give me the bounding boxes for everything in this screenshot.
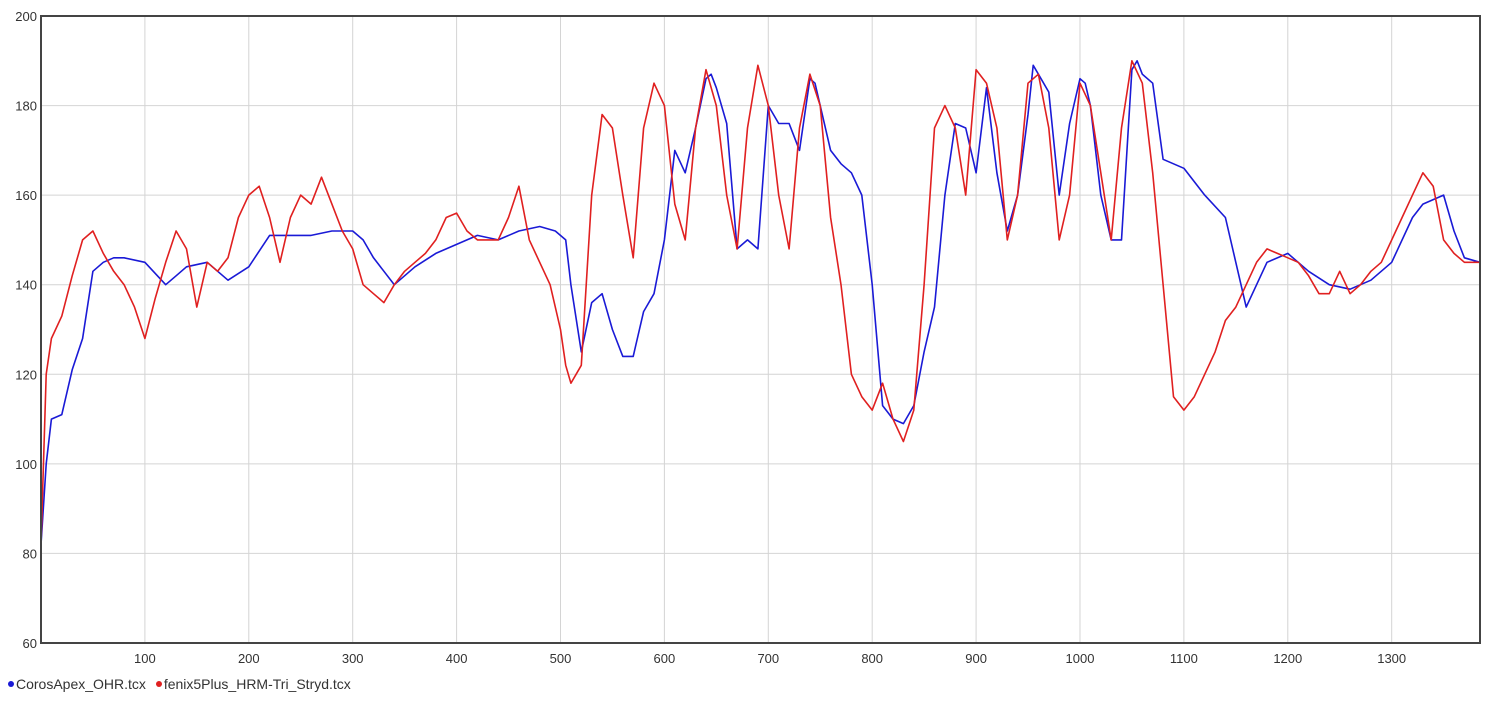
y-tick-label-140: 140 [15,278,37,293]
legend-label-fenix: fenix5Plus_HRM-Tri_Stryd.tcx [163,676,351,692]
series-lines [40,59,1481,545]
series-line-1 [40,59,1480,545]
legend-dot-fenix [155,681,162,688]
tick-labels: 100 200 300 400 500 600 700 800 900 1000 1100 1200 1… [15,9,1406,666]
plot-frame [40,15,1481,644]
x-tick-label-900: 900 [965,651,987,666]
y-tick-label-180: 180 [15,99,37,114]
series-line-0 [40,59,1481,545]
y-tick-label-160: 160 [15,188,37,203]
x-tick-label-1200: 1200 [1273,651,1302,666]
grid-lines [41,16,1480,643]
legend-dot-coros [8,681,14,688]
legend-label-coros: CorosApex_OHR.tcx [16,676,146,692]
x-tick-label-1300: 1300 [1377,651,1406,666]
legend-item-coros: CorosApex_OHR.tcx [8,676,146,692]
x-tick-label-300: 300 [342,651,364,666]
x-tick-label-1100: 1100 [1170,651,1198,666]
x-tick-label-700: 700 [757,651,779,666]
y-tick-label-80: 80 [23,546,37,561]
x-tick-label-200: 200 [238,651,260,666]
y-tick-label-60: 60 [23,636,37,651]
x-tick-label-600: 600 [654,651,676,666]
x-tick-label-500: 500 [550,651,572,666]
legend-item-fenix: fenix5Plus_HRM-Tri_Stryd.tcx [155,676,351,692]
x-tick-label-100: 100 [134,651,156,666]
legend: CorosApex_OHR.tcx fenix5Plus_HRM-Tri_Str… [8,676,357,692]
x-tick-label-1000: 1000 [1066,651,1095,666]
x-tick-label-800: 800 [861,651,883,666]
y-tick-label-200: 200 [15,9,37,24]
x-tick-label-400: 400 [446,651,468,666]
y-tick-label-120: 120 [15,367,37,382]
y-tick-label-100: 100 [15,457,37,472]
